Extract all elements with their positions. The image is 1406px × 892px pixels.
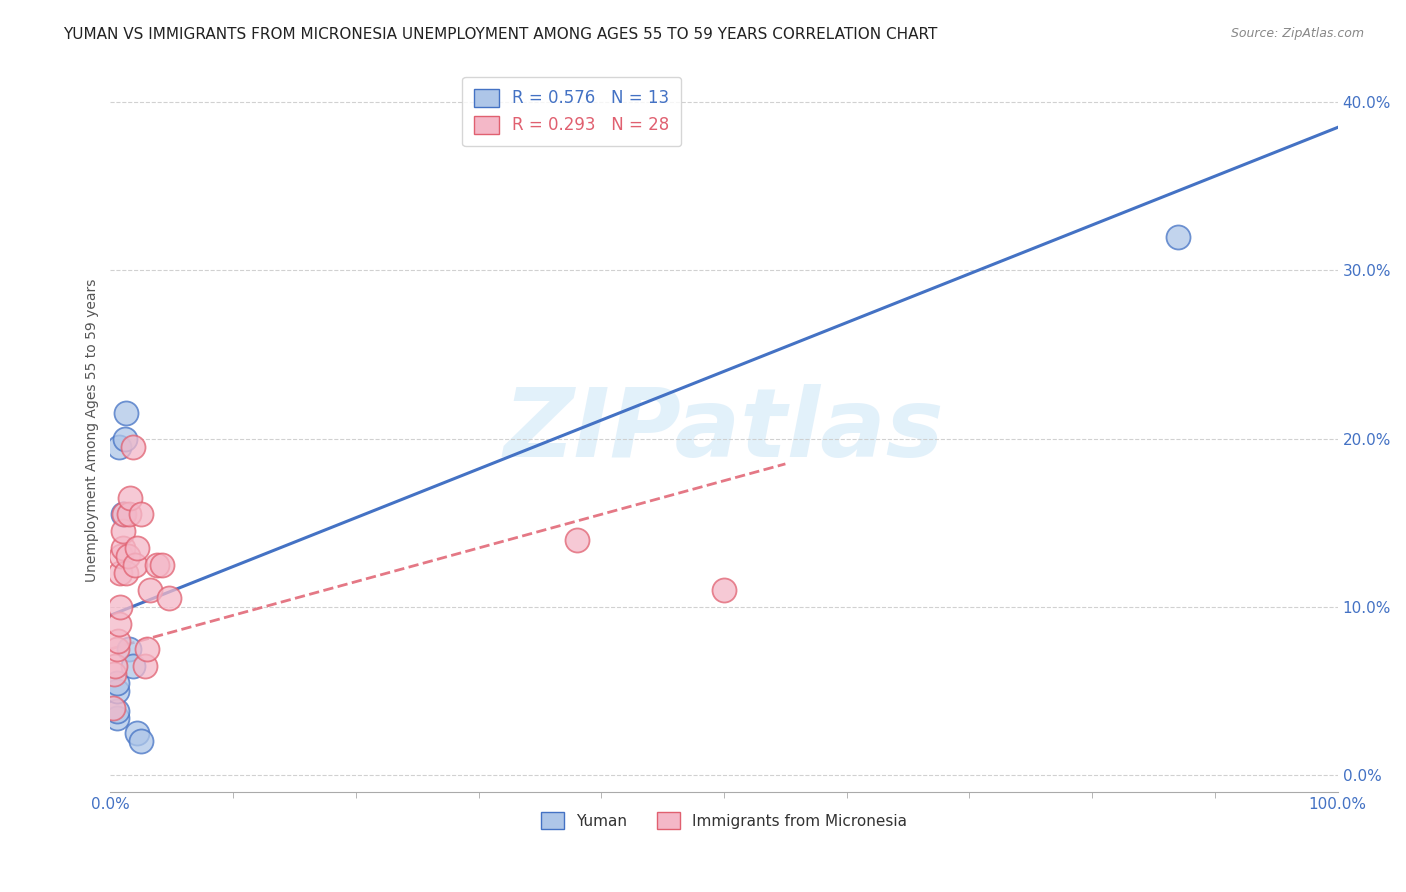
- Point: [114, 432, 136, 446]
- Y-axis label: Unemployment Among Ages 55 to 59 years: Unemployment Among Ages 55 to 59 years: [86, 278, 100, 582]
- Point: [110, 549, 132, 564]
- Point: [101, 701, 124, 715]
- Point: [713, 583, 735, 598]
- Point: [105, 684, 128, 698]
- Point: [565, 533, 588, 547]
- Point: [121, 658, 143, 673]
- Point: [118, 491, 141, 505]
- Point: [127, 726, 149, 740]
- Point: [127, 541, 149, 555]
- Point: [111, 541, 134, 555]
- Point: [150, 558, 173, 572]
- Point: [118, 508, 141, 522]
- Text: Source: ZipAtlas.com: Source: ZipAtlas.com: [1230, 27, 1364, 40]
- Point: [129, 508, 152, 522]
- Point: [124, 558, 146, 572]
- Point: [121, 440, 143, 454]
- Point: [136, 642, 159, 657]
- Text: YUMAN VS IMMIGRANTS FROM MICRONESIA UNEMPLOYMENT AMONG AGES 55 TO 59 YEARS CORRE: YUMAN VS IMMIGRANTS FROM MICRONESIA UNEM…: [63, 27, 938, 42]
- Point: [111, 524, 134, 538]
- Point: [1167, 229, 1189, 244]
- Point: [134, 658, 156, 673]
- Legend: Yuman, Immigrants from Micronesia: Yuman, Immigrants from Micronesia: [534, 806, 914, 835]
- Point: [138, 583, 160, 598]
- Point: [115, 406, 138, 420]
- Point: [108, 616, 131, 631]
- Point: [157, 591, 180, 606]
- Point: [105, 711, 128, 725]
- Point: [105, 642, 128, 657]
- Point: [107, 633, 129, 648]
- Point: [105, 704, 128, 718]
- Point: [115, 566, 138, 581]
- Point: [103, 667, 125, 681]
- Point: [108, 440, 131, 454]
- Point: [112, 508, 135, 522]
- Point: [117, 549, 139, 564]
- Point: [105, 675, 128, 690]
- Point: [104, 658, 127, 673]
- Point: [118, 642, 141, 657]
- Point: [110, 566, 132, 581]
- Point: [146, 558, 169, 572]
- Point: [111, 508, 134, 522]
- Point: [110, 599, 132, 614]
- Text: ZIPatlas: ZIPatlas: [503, 384, 945, 476]
- Point: [129, 734, 152, 748]
